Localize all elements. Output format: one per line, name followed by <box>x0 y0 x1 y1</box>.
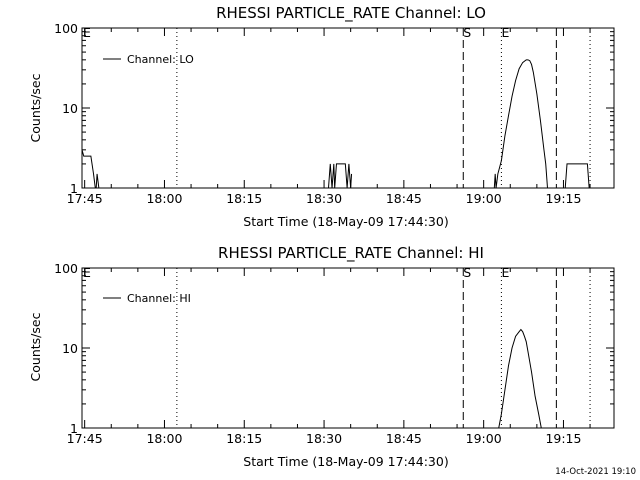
y-axis-label-hi: Counts/sec <box>28 312 43 381</box>
series-line-segment <box>493 59 548 189</box>
x-tick-label: 18:00 <box>146 191 182 206</box>
y-tick-label: 1 <box>70 181 78 196</box>
y-tick-label: 100 <box>54 21 78 36</box>
series-line-segment <box>564 163 590 189</box>
axis-layer-lo: 17:45 18:00 18:15 18:30 18:45 19:00 19:15 1 10 10… <box>54 21 615 206</box>
x-tick-label: 18:15 <box>226 431 262 446</box>
x-tick-label: 19:00 <box>466 191 502 206</box>
marker-label-e: E <box>83 265 91 280</box>
x-tick-label: 19:15 <box>545 431 581 446</box>
chart-title-hi: RHESSI PARTICLE_RATE Channel: HI <box>218 244 484 263</box>
x-tick-label: 19:00 <box>466 431 502 446</box>
y-axis-label-lo: Counts/sec <box>28 73 43 142</box>
marker-label-s: S <box>463 25 471 40</box>
marker-label-e: E <box>501 265 509 280</box>
x-tick-label: 19:15 <box>545 191 581 206</box>
series-line-segment <box>498 328 542 429</box>
y-tick-label: 100 <box>54 261 78 276</box>
x-tick-label: 18:00 <box>146 431 182 446</box>
marker-label-e: E <box>83 25 91 40</box>
chart-title-lo: RHESSI PARTICLE_RATE Channel: LO <box>216 4 486 23</box>
x-tick-label: 18:30 <box>306 191 342 206</box>
legend-lo: Channel: LO <box>103 53 194 66</box>
legend-hi: Channel: HI <box>103 292 191 305</box>
timestamp: 14-Oct-2021 19:10 <box>555 467 636 477</box>
x-axis-label-lo: Start Time (18-May-09 17:44:30) <box>243 214 448 229</box>
series-line-segment <box>81 149 102 189</box>
x-tick-label: 17:45 <box>67 191 103 206</box>
chart-panel-hi: RHESSI PARTICLE_RATE Channel: HI 17:45 18… <box>28 244 615 469</box>
x-tick-label: 18:30 <box>306 431 342 446</box>
series-line-segment <box>327 163 353 189</box>
y-tick-label: 10 <box>62 341 78 356</box>
series-layer-hi <box>498 328 542 429</box>
x-tick-label: 18:15 <box>226 191 262 206</box>
legend-label-hi: Channel: HI <box>127 292 191 305</box>
axis-layer-hi: 17:45 18:00 18:15 18:30 18:45 19:00 19:15 1 10 10… <box>54 261 615 446</box>
legend-label-lo: Channel: LO <box>127 53 194 66</box>
series-layer-lo <box>81 59 590 189</box>
y-tick-label: 1 <box>70 421 78 436</box>
y-tick-label: 10 <box>62 101 78 116</box>
x-tick-label: 17:45 <box>67 431 103 446</box>
x-tick-label: 18:45 <box>386 431 422 446</box>
x-tick-label: 18:45 <box>386 191 422 206</box>
marker-label-e: E <box>501 25 509 40</box>
chart-panel-lo: RHESSI PARTICLE_RATE Channel: LO 17:45 18… <box>28 4 615 229</box>
x-axis-label-hi: Start Time (18-May-09 17:44:30) <box>243 454 448 469</box>
marker-label-s: S <box>463 265 471 280</box>
